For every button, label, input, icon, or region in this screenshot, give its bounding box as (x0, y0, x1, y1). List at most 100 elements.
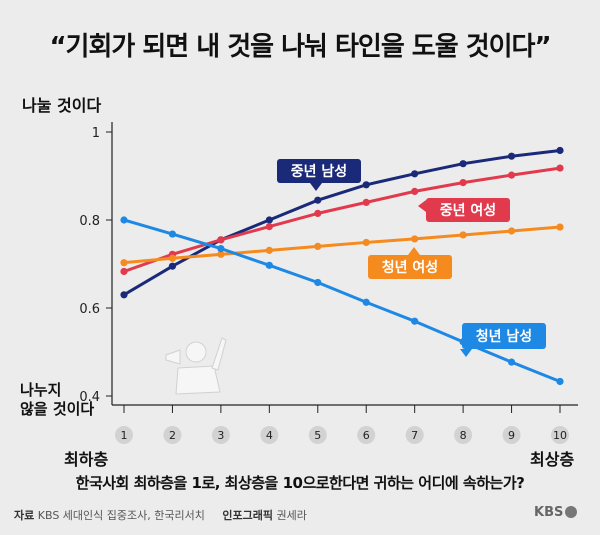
data-point (120, 216, 128, 224)
x-tick-badge (454, 426, 473, 444)
x-tick-badge (115, 426, 133, 444)
x-tick-label: 4 (266, 429, 273, 442)
data-point (556, 223, 564, 231)
x-tick-label: 6 (363, 429, 370, 442)
data-point (459, 160, 467, 168)
x-tick-badge (357, 426, 376, 444)
data-point (120, 267, 128, 276)
data-point (217, 236, 225, 244)
data-point (411, 317, 419, 325)
x-tick-label: 10 (553, 429, 567, 442)
x-axis-right-label: 최상층 (530, 450, 575, 469)
data-point (362, 238, 370, 247)
x-tick-label: 5 (314, 429, 321, 442)
source-text: KBS 세대인식 집중조사, 한국리서치 (37, 509, 205, 522)
series-label: 청년 여성 (382, 259, 438, 276)
y-tick-label: 0.8 (79, 214, 100, 229)
y-axis-bottom-label-line1: 나누지 (20, 381, 62, 399)
series-label-box (277, 159, 361, 183)
data-point (265, 216, 273, 224)
chart-title: “기회가 되면 내 것을 나눠 타인을 도울 것이다” (49, 32, 551, 62)
y-tick-label: 0.6 (79, 302, 100, 317)
data-point (556, 377, 564, 386)
x-tick-badge (308, 426, 327, 444)
survey-question: 한국사회 최하층을 1로, 최상층을 10으로한다면 귀하는 어디에 속하는가? (75, 474, 525, 492)
series-line-1 (123, 148, 561, 297)
x-tick-badge (163, 426, 182, 444)
data-point (265, 261, 273, 269)
data-point (217, 250, 225, 258)
data-point (507, 358, 516, 366)
footer-credits: 자료 KBS 세대인식 집중조사, 한국리서치 인포그래픽 권세라 (14, 507, 307, 523)
data-point (120, 291, 128, 299)
data-point (459, 179, 467, 187)
series-line-2 (123, 166, 561, 273)
graphic-label: 인포그래픽 (222, 509, 273, 522)
data-point (556, 164, 564, 172)
series-label-pointer (310, 183, 322, 191)
y-tick-label: 0.4 (79, 390, 100, 405)
series-label: 중년 여성 (440, 202, 496, 219)
series-line-3 (123, 225, 561, 265)
data-point (507, 227, 516, 235)
data-point (411, 170, 419, 178)
data-point (265, 223, 273, 231)
kbs-logo-mark (565, 506, 578, 518)
y-axis-top-label: 나눌 것이다 (22, 96, 102, 115)
kbs-logo: KBS (534, 505, 578, 520)
source-label: 자료 (14, 509, 35, 522)
x-tick-badge (502, 426, 521, 444)
x-tick-badge (260, 426, 279, 444)
chart-ticks: 1 0.8 0.6 0.4 1 2 3 4 5 6 7 8 9 10 (79, 126, 569, 444)
data-point (507, 171, 516, 179)
series-label-box (426, 198, 510, 222)
series-line-4 (123, 218, 561, 383)
series-label-box (462, 323, 546, 349)
data-point (314, 209, 322, 217)
chart-series (120, 146, 564, 386)
data-point (265, 246, 273, 254)
x-tick-badge (211, 426, 230, 444)
x-tick-label: 3 (217, 429, 224, 442)
data-point (411, 235, 419, 243)
data-point (217, 245, 225, 253)
data-point (507, 152, 516, 160)
graphic-text: 권세라 (276, 509, 307, 522)
data-point (314, 242, 322, 250)
chart-axes (111, 122, 578, 406)
y-axis-bottom-label: 나누지 않을 것이다 (20, 381, 94, 419)
series-label-pointer (408, 247, 420, 255)
series-label: 청년 남성 (476, 328, 532, 345)
series-label-box (368, 255, 452, 279)
x-tick-label: 9 (508, 429, 515, 442)
series-label-pointer (418, 200, 426, 212)
data-point (168, 262, 177, 270)
series-label-pointer (460, 349, 472, 357)
x-tick-label: 1 (121, 429, 128, 442)
data-point (411, 187, 419, 195)
y-tick-label: 1 (92, 126, 100, 141)
data-point (168, 254, 177, 262)
data-point (459, 231, 467, 239)
data-point (168, 230, 177, 238)
x-tick-badge (551, 426, 569, 444)
x-tick-label: 7 (411, 429, 418, 442)
x-tick-badge (405, 426, 424, 444)
data-point (314, 196, 322, 204)
x-tick-label: 2 (169, 429, 176, 442)
data-point (362, 298, 370, 306)
x-tick-label: 8 (460, 429, 467, 442)
data-point (314, 278, 322, 287)
data-point (120, 259, 128, 267)
y-axis-bottom-label-line2: 않을 것이다 (20, 400, 95, 418)
data-point (362, 198, 370, 206)
kbs-logo-text: KBS (534, 505, 564, 520)
person-illustration (165, 337, 227, 395)
data-point (362, 181, 370, 189)
x-axis-left-label: 최하층 (64, 450, 109, 469)
data-point (556, 146, 564, 155)
series-label: 중년 남성 (291, 163, 347, 180)
